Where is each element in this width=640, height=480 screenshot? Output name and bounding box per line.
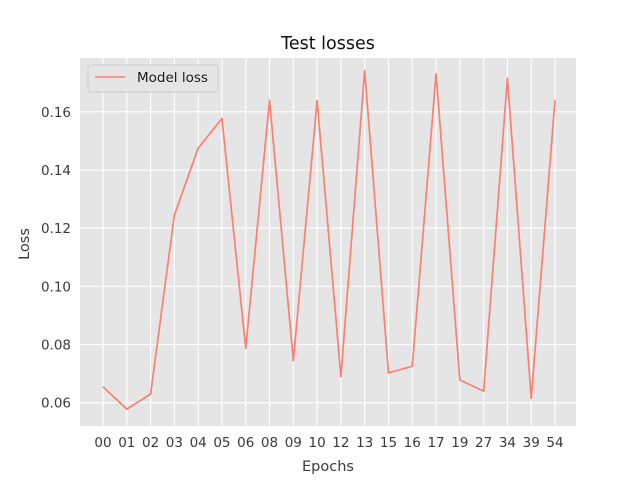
legend: Model loss	[87, 64, 219, 93]
x-tick-label: 04	[190, 435, 207, 451]
plot-area	[80, 58, 576, 426]
y-tick-label: 0.06	[41, 396, 71, 412]
x-tick-label: 13	[356, 435, 373, 451]
x-tick-label: 54	[546, 435, 563, 451]
y-tick-labels: 0.06 0.08 0.10 0.12 0.14 0.16	[41, 105, 71, 412]
x-tick-label: 06	[237, 435, 254, 451]
x-tick-label: 10	[309, 435, 326, 451]
x-tick-labels: 00 01 02 03 04 05 06 08 09 10 12 13 15 16 17 19 27 34 39 54	[94, 435, 563, 451]
y-tick-label: 0.16	[41, 105, 71, 121]
x-tick-label: 12	[332, 435, 349, 451]
y-tick-label: 0.10	[41, 279, 71, 295]
x-tick-label: 17	[427, 435, 444, 451]
x-tick-label: 27	[475, 435, 492, 451]
x-tick-label: 34	[499, 435, 516, 451]
legend-label: Model loss	[137, 70, 208, 86]
x-tick-label: 19	[451, 435, 468, 451]
x-tick-label: 09	[285, 435, 302, 451]
x-tick-label: 39	[523, 435, 540, 451]
x-tick-label: 01	[118, 435, 135, 451]
legend-box	[87, 64, 219, 93]
x-tick-label: 05	[213, 435, 230, 451]
x-tick-label: 08	[261, 435, 278, 451]
chart-title: Test losses	[280, 34, 375, 54]
series-line-model-loss	[102, 69, 556, 410]
y-axis-label: Loss	[17, 228, 33, 260]
x-tick-label: 03	[166, 435, 183, 451]
x-tick-label: 00	[94, 435, 111, 451]
x-tick-label: 16	[404, 435, 421, 451]
x-axis-label: Epochs	[302, 459, 354, 475]
y-tick-label: 0.08	[41, 338, 71, 354]
y-tick-label: 0.14	[41, 163, 71, 179]
series-layer	[102, 69, 556, 410]
y-tick-label: 0.12	[41, 221, 71, 237]
x-tick-label: 02	[142, 435, 159, 451]
x-tick-label: 15	[380, 435, 397, 451]
